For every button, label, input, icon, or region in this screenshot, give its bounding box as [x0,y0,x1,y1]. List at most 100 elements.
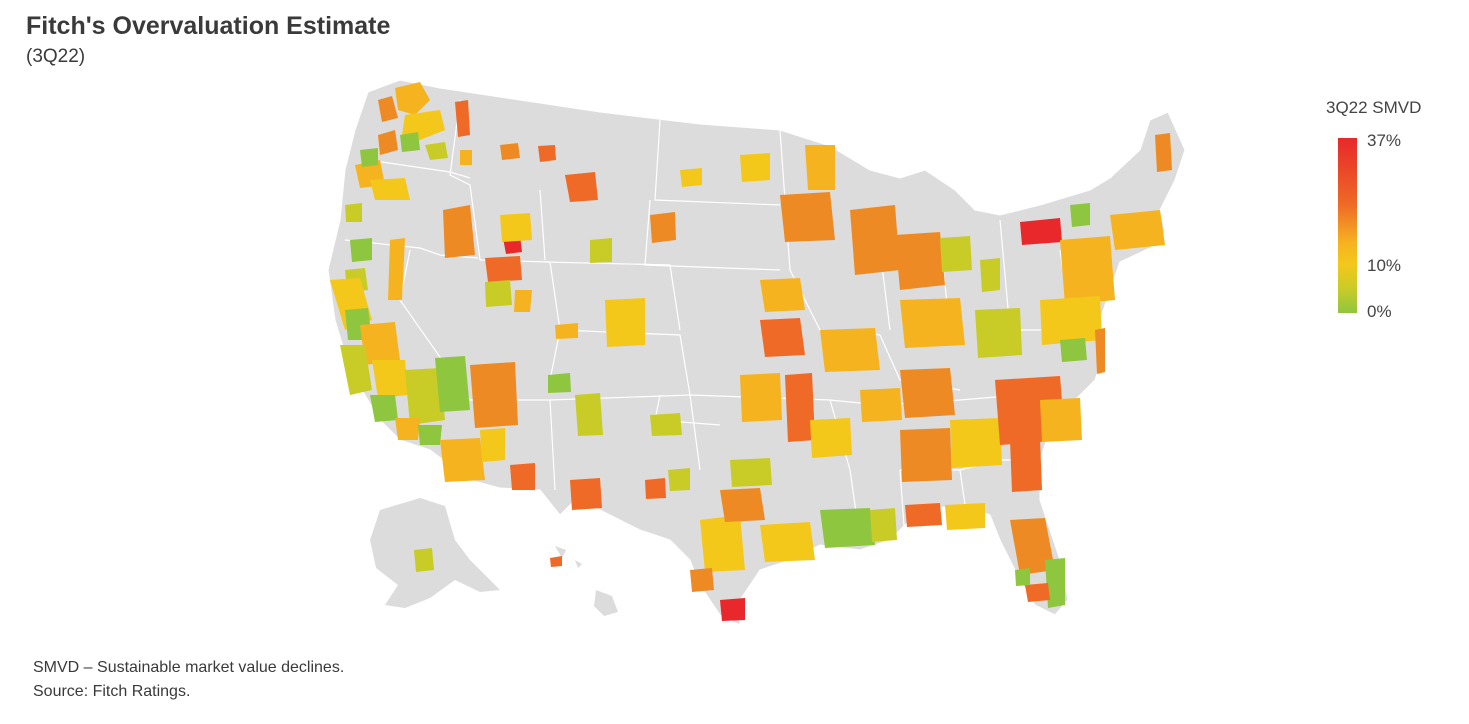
county-region [372,360,408,398]
footnote-source: Source: Fitch Ratings. [33,683,191,700]
county-region [370,178,410,200]
county-region [388,238,405,300]
hawaii-islands [555,546,582,568]
county-region [1095,328,1105,374]
county-region [340,345,372,395]
county-region [850,205,900,275]
county-region [400,132,420,152]
county-region [455,100,470,137]
legend-min-label: 0% [1367,302,1392,321]
county-region [1025,583,1050,602]
footnote-definition: SMVD – Sustainable market value declines… [33,659,345,676]
county-region [395,418,420,440]
county-region [440,438,485,482]
county-region [1060,338,1087,362]
legend-mid-label: 10% [1367,256,1402,275]
county-region [538,145,556,162]
county-region [720,488,765,522]
county-region [443,205,475,258]
county-region [650,212,676,243]
county-overlays [330,82,1172,621]
county-region [805,145,835,190]
county-region [900,368,955,418]
county-region [402,110,445,140]
county-region [590,238,612,263]
county-region [548,373,571,393]
legend-color-bar [1338,138,1357,313]
county-region [360,322,400,365]
county-region [900,428,952,482]
county-region [570,478,602,510]
county-region [720,598,745,621]
county-region [760,278,805,312]
county-region [414,548,434,572]
county-region [730,458,772,487]
county-region [820,508,875,548]
county-region [405,368,445,425]
county-region [1010,438,1042,492]
county-region [945,503,985,530]
county-region [350,238,372,262]
county-region [950,418,1002,468]
county-region [1020,218,1062,245]
county-region [575,393,603,436]
county-region [820,328,880,372]
county-region [435,356,470,412]
county-region [345,203,362,222]
county-region [1040,398,1082,442]
county-region [418,425,442,445]
legend-title: 3Q22 SMVD [1326,98,1422,117]
county-region [900,298,965,348]
county-region [1015,568,1030,586]
county-region [645,478,666,499]
county-region [360,148,378,167]
county-region [425,142,448,160]
county-region [510,463,535,490]
county-region [1060,236,1115,305]
county-region [975,308,1022,358]
county-region [550,556,562,567]
county-region [1155,133,1172,172]
county-region [370,395,398,422]
county-region [470,362,518,428]
county-region [680,168,702,187]
county-region [1070,203,1090,227]
county-region [780,192,835,242]
alaska-base [370,498,500,608]
county-region [905,503,942,527]
county-region [980,258,1000,292]
county-region [940,236,972,272]
county-region [500,213,532,242]
county-region [785,373,815,442]
county-region [460,150,472,165]
county-region [480,428,505,462]
county-region [760,522,815,562]
chart-subtitle: (3Q22) [26,46,86,67]
county-region [395,82,430,115]
county-region [500,143,520,160]
county-region [378,96,398,122]
county-region [485,256,522,282]
county-region [895,232,945,290]
county-region [555,323,578,339]
county-region [485,280,512,307]
county-region [1045,558,1065,608]
county-region [650,413,682,436]
county-region [740,153,770,182]
county-region [700,515,745,572]
county-region [1010,518,1055,575]
county-region [870,508,897,542]
county-region [514,290,532,312]
county-region [810,418,852,458]
county-region [668,468,690,491]
county-region [565,172,598,202]
county-region [760,318,805,357]
hawaii-base [594,590,618,616]
county-region [378,130,398,155]
chart-title: Fitch's Overvaluation Estimate [26,12,391,40]
county-region [740,373,782,422]
county-region [605,298,645,347]
county-region [1040,296,1102,345]
legend-max-label: 37% [1367,131,1402,150]
